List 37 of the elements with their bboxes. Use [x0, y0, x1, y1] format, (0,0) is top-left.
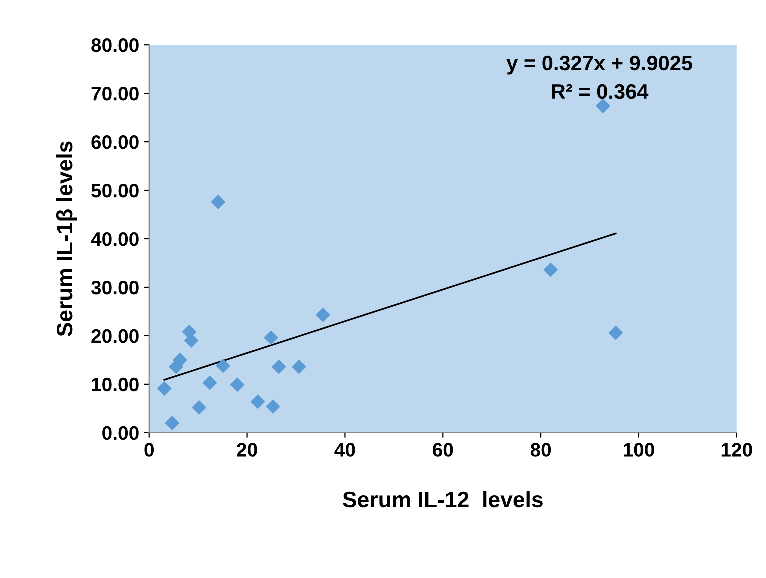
y-tick-label: 20.00 — [92, 329, 139, 344]
point — [172, 352, 188, 368]
y-tick-label: 30.00 — [91, 280, 139, 295]
y-tick-label: 10.00 — [92, 378, 139, 392]
x-tick-label: 20 — [237, 443, 258, 457]
point — [266, 399, 281, 414]
x-tick-label: 100 — [624, 443, 654, 457]
point — [165, 416, 180, 431]
point — [544, 262, 558, 278]
y-tick-label: 60.00 — [92, 136, 139, 150]
point — [211, 194, 226, 210]
y-tick-label: 80.00 — [92, 38, 139, 52]
point — [184, 334, 199, 348]
point — [608, 326, 624, 340]
x-tick-label: 40 — [334, 443, 356, 457]
point — [272, 360, 286, 374]
point — [216, 358, 231, 374]
x-axis-title: Serum IL-12 levels — [343, 491, 543, 508]
y-axis-title: Serum IL-1β levels — [56, 142, 78, 337]
point — [316, 308, 330, 322]
point — [157, 382, 172, 396]
y-tick-label: 40.00 — [91, 232, 139, 246]
point — [264, 330, 279, 346]
y-tick-label: 0.00 — [102, 426, 139, 440]
y-tick-label: 70.00 — [92, 87, 139, 101]
x-tick-label: 120 — [722, 443, 752, 457]
annotation: y = 0.327x + 9.9025 R² = 0.364 — [506, 56, 692, 100]
point — [192, 400, 207, 415]
point — [202, 376, 218, 390]
point — [292, 360, 306, 374]
x-tick-label: 60 — [433, 443, 454, 457]
x-tick-label: 80 — [530, 443, 552, 457]
point — [250, 394, 266, 410]
y-tick-label: 50.00 — [92, 184, 139, 198]
point — [230, 378, 245, 392]
point — [596, 98, 611, 114]
x-tick-label: 0 — [144, 443, 154, 457]
